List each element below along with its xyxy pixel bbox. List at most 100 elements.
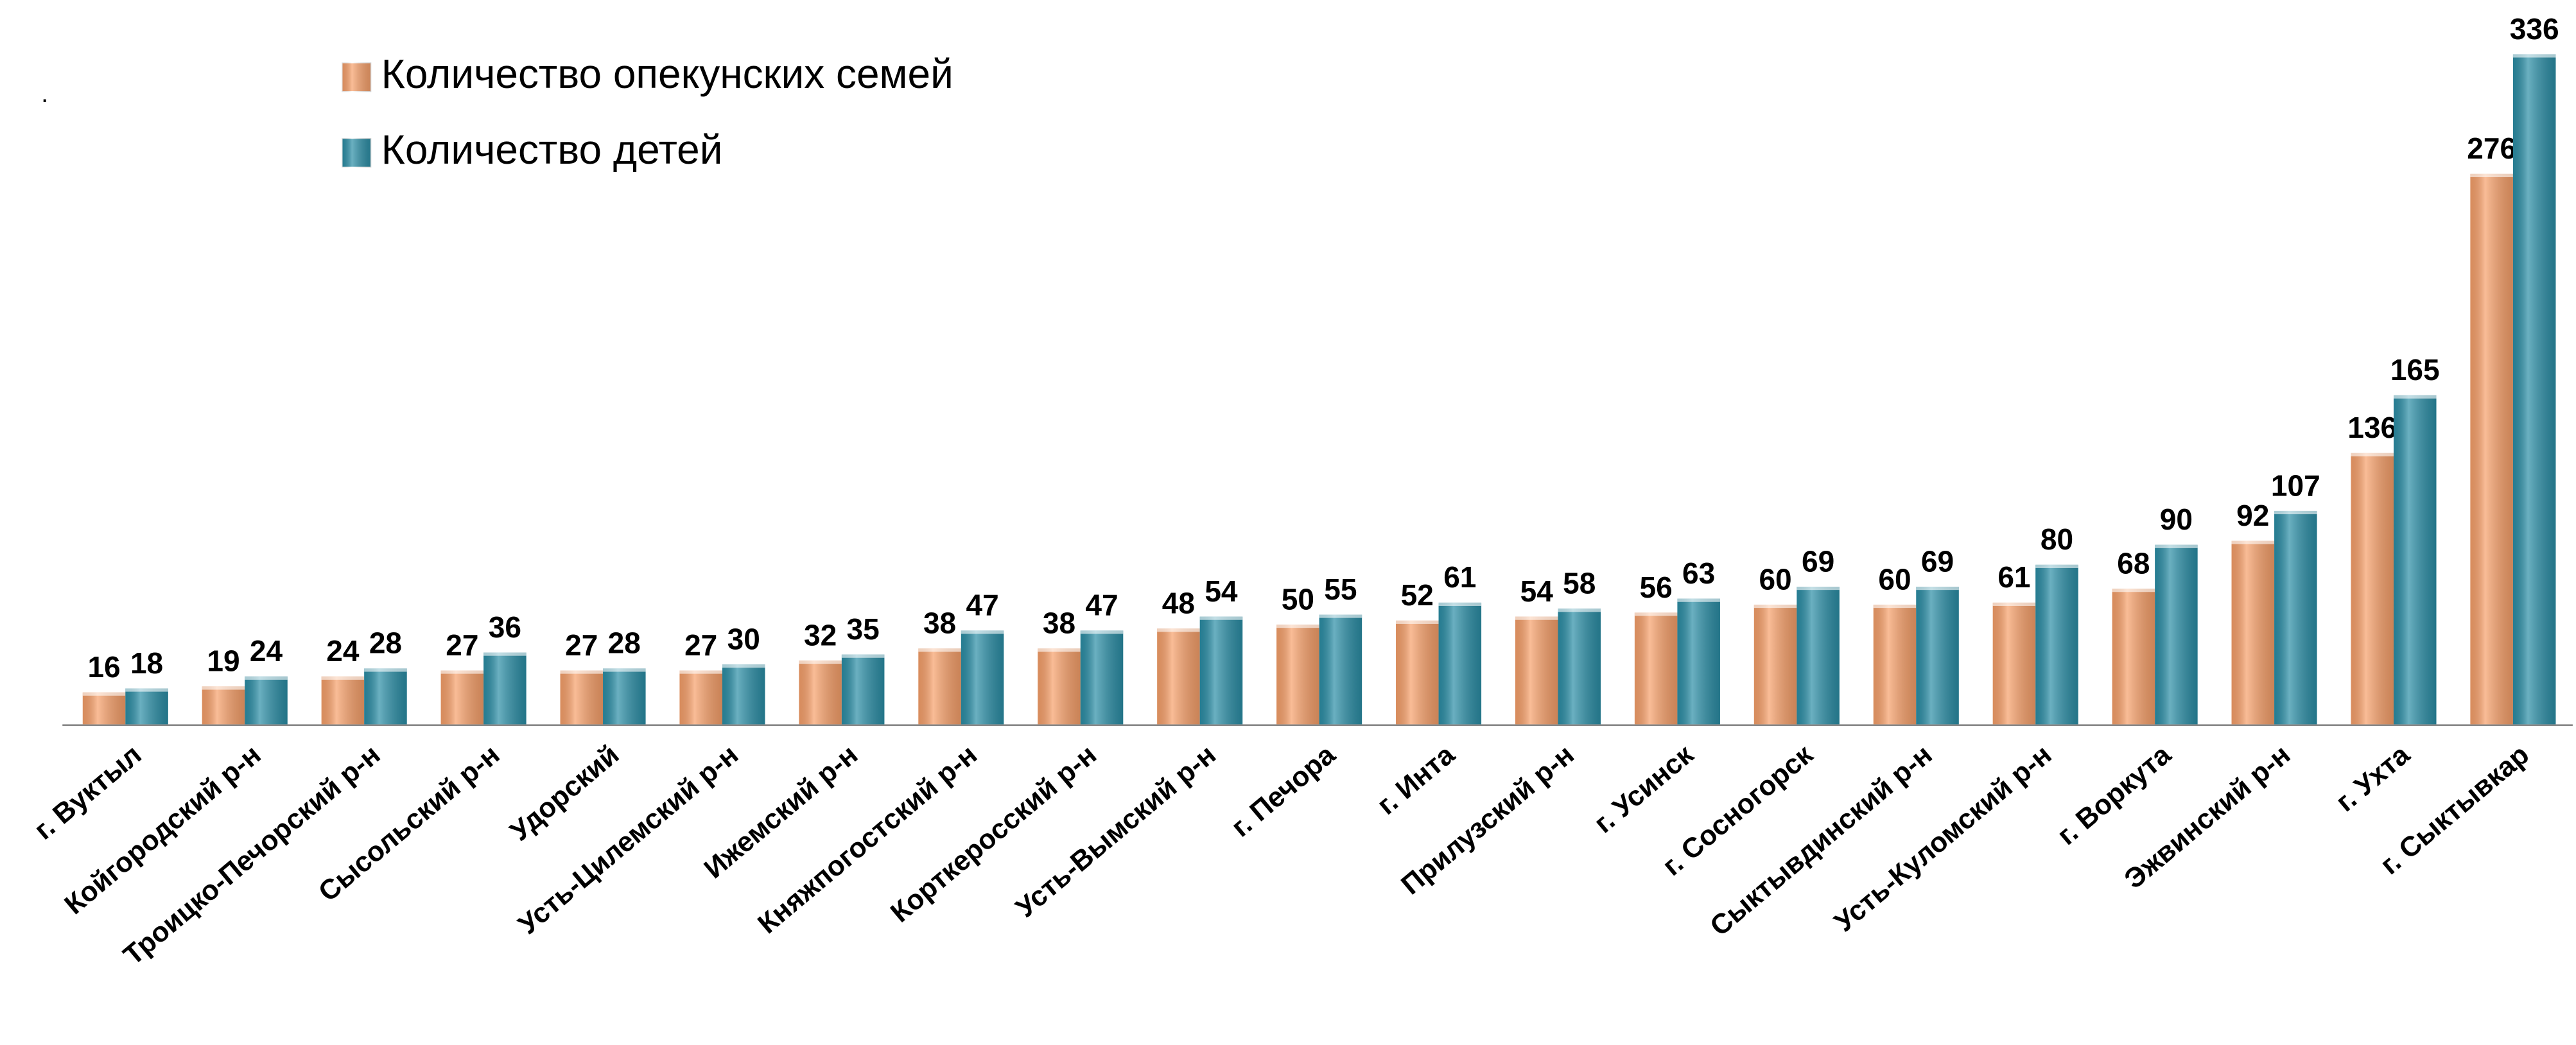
bar-shine xyxy=(1438,602,1482,725)
bar-shine xyxy=(679,670,722,725)
x-tick-label: Сыктывдинский р-н xyxy=(1705,739,1938,942)
value-label: 52 xyxy=(1401,578,1434,612)
bar-shine xyxy=(2274,510,2317,725)
bar-shine xyxy=(2035,564,2078,725)
bar-shine xyxy=(1276,625,1319,725)
value-label: 61 xyxy=(1443,560,1476,594)
bar-shine xyxy=(245,676,288,725)
bar-shine xyxy=(961,630,1004,725)
bar-top xyxy=(1396,620,1439,624)
value-label: 47 xyxy=(966,589,998,622)
x-tick-label: Усть-Вымский р-н xyxy=(1010,739,1222,924)
value-label: 27 xyxy=(684,628,717,662)
bar-top xyxy=(1992,602,2036,606)
bar-top xyxy=(918,648,961,652)
bar-shine xyxy=(560,670,604,725)
bar-shine xyxy=(483,652,527,725)
bar-shine xyxy=(2470,173,2513,725)
x-tick-label: Княжпогостский р-н xyxy=(753,739,984,940)
value-label: 36 xyxy=(489,610,521,644)
value-label: 336 xyxy=(2510,12,2559,46)
value-label: 54 xyxy=(1520,574,1554,608)
x-tick-label: г. Ухта xyxy=(2330,739,2416,818)
bar-shine xyxy=(722,664,765,725)
bar-top xyxy=(483,652,527,656)
bar-shine xyxy=(1797,587,1840,725)
bar-top xyxy=(1438,602,1482,606)
value-label: 276 xyxy=(2467,132,2516,165)
bar-top xyxy=(2155,544,2198,548)
value-label: 16 xyxy=(87,650,120,684)
bar-top xyxy=(1199,616,1243,620)
bar-top xyxy=(2112,589,2155,592)
bar-shine xyxy=(1396,620,1439,725)
bar-shine xyxy=(1992,602,2036,725)
value-label: 24 xyxy=(326,634,360,668)
value-label: 50 xyxy=(1282,582,1314,616)
value-label: 24 xyxy=(250,634,283,668)
value-label: 61 xyxy=(1997,560,2030,594)
value-label: 107 xyxy=(2271,469,2320,502)
bar-top xyxy=(1276,625,1319,628)
x-tick-label: Усть-Цилемский р-н xyxy=(513,739,745,941)
bar-shine xyxy=(2112,589,2155,725)
bar-shine xyxy=(82,692,126,725)
x-tick-label: Удорский xyxy=(505,739,625,847)
bar-top xyxy=(2231,540,2275,544)
value-label: 165 xyxy=(2390,353,2440,386)
bar-shine xyxy=(440,670,484,725)
bar-top xyxy=(2035,564,2078,568)
bar-shine xyxy=(2393,395,2437,725)
bar-shine xyxy=(364,668,407,725)
x-tick-label: г. Вуктыл xyxy=(29,739,148,846)
value-label: 28 xyxy=(608,626,641,660)
bar-top xyxy=(1319,614,1362,618)
value-label: 27 xyxy=(565,628,598,662)
bar-shine xyxy=(2155,544,2198,725)
bar-top xyxy=(321,676,365,680)
value-label: 47 xyxy=(1085,589,1118,622)
bar-shine xyxy=(1754,604,1797,725)
value-label: 69 xyxy=(1921,544,1954,578)
value-label: 58 xyxy=(1563,567,1596,600)
bar-shine xyxy=(1558,609,1601,725)
bar-top xyxy=(2274,510,2317,515)
value-label: 54 xyxy=(1205,574,1238,608)
bar-shine xyxy=(2231,540,2275,725)
bar-top xyxy=(603,668,646,672)
bar-shine xyxy=(1157,628,1200,725)
value-label: 92 xyxy=(2236,499,2269,532)
legend-swatch-shine xyxy=(342,62,372,92)
bar-top xyxy=(82,692,126,696)
value-label: 55 xyxy=(1324,573,1357,606)
value-label: 28 xyxy=(369,626,402,660)
bar-top xyxy=(1558,609,1601,612)
bar-shine xyxy=(2351,453,2394,725)
bar-shine xyxy=(125,688,168,725)
value-label: 63 xyxy=(1682,557,1715,590)
bar-top xyxy=(560,670,604,674)
value-label: 90 xyxy=(2160,503,2193,536)
value-label: 27 xyxy=(446,628,478,662)
bar-shine xyxy=(841,654,885,725)
x-tick-label: Усть-Куломский р-н xyxy=(1829,739,2057,938)
value-label: 80 xyxy=(2041,522,2073,556)
bar-top xyxy=(2470,173,2513,177)
bar-shine xyxy=(321,676,365,725)
value-label: 18 xyxy=(130,646,163,680)
bar-top xyxy=(1873,604,1917,609)
bar-shine xyxy=(1319,614,1362,725)
bar-shine xyxy=(1634,612,1678,725)
value-label: 48 xyxy=(1162,587,1195,620)
bar-shine xyxy=(1038,648,1081,725)
value-label: 68 xyxy=(2117,546,2150,580)
bar-top xyxy=(1515,616,1558,620)
value-label: 30 xyxy=(727,623,760,656)
x-tick-label: г. Воркута xyxy=(2051,739,2177,851)
x-tick-label: г. Печора xyxy=(1226,739,1342,843)
bar-top xyxy=(799,660,842,664)
value-label: 56 xyxy=(1640,571,1673,604)
bar-top xyxy=(1038,648,1081,652)
bar-shine xyxy=(918,648,961,725)
